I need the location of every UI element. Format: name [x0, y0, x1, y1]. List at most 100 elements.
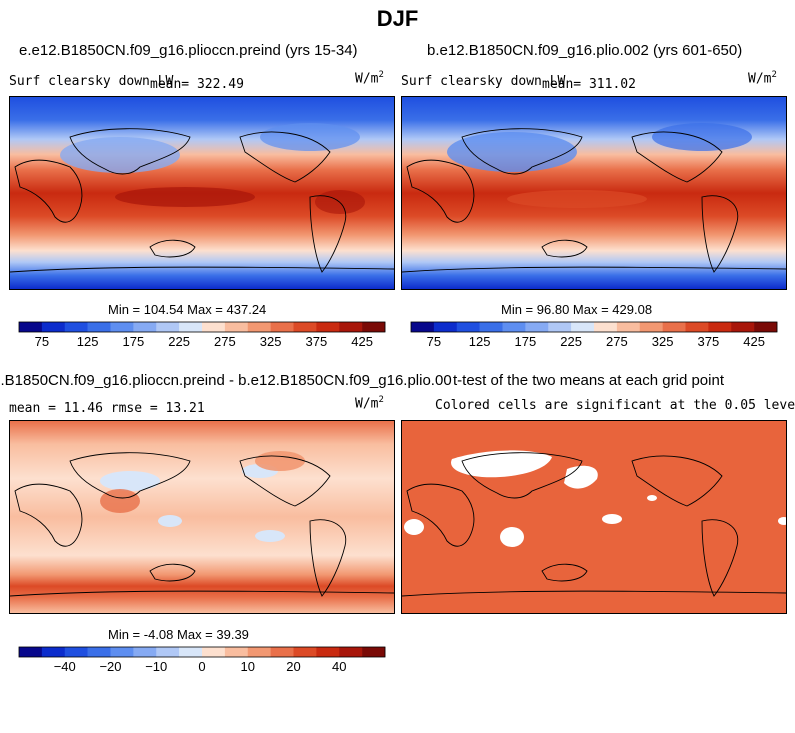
panel3-colorbar-svg: −40 −20 −10 0 10 20 40	[18, 646, 386, 674]
colorbar-tick-label: 425	[351, 334, 373, 349]
colorbar-swatch	[433, 322, 458, 332]
colorbar-swatch	[224, 322, 249, 332]
panel2-mean-label: mean= 311.02	[542, 77, 636, 92]
colorbar-swatch	[411, 322, 435, 332]
colorbar-swatch	[456, 322, 480, 332]
panel1-colorbar-svg: 75 125 175 225 275 325 375 425	[18, 321, 386, 349]
colorbar-tick-label: 75	[427, 334, 441, 349]
panel2-colorbar-svg: 75 125 175 225 275 325 375 425	[410, 321, 778, 349]
colorbar-swatch	[156, 647, 180, 657]
colorbar-swatch	[133, 647, 157, 657]
colorbar-swatch	[616, 322, 641, 332]
figure-title: DJF	[376, 6, 419, 31]
colorbar-swatch	[41, 647, 66, 657]
panel4-map	[401, 420, 787, 614]
colorbar-swatch	[293, 647, 317, 657]
colorbar-swatch	[156, 322, 180, 332]
colorbar-tick-label: 325	[260, 334, 282, 349]
colorbar-swatch	[247, 322, 271, 332]
colorbar-swatch	[19, 322, 43, 332]
colorbar-swatch	[662, 322, 686, 332]
panel1-map	[9, 96, 395, 290]
colorbar-swatch	[179, 647, 203, 657]
colorbar-swatch	[479, 322, 503, 332]
panel3-units-label: W/m2	[355, 395, 384, 412]
colorbar-tick-label: 275	[214, 334, 236, 349]
panel1-title: e.e12.B1850CN.f09_g16.plioccn.preind (yr…	[19, 42, 358, 59]
panel1-variable-label: Surf clearsky down LW	[9, 74, 174, 89]
colorbar-tick-label: 20	[286, 659, 300, 674]
panel3-map	[9, 420, 395, 614]
colorbar-tick-label: 325	[652, 334, 674, 349]
panel2-title: b.e12.B1850CN.f09_g16.plio.002 (yrs 601-…	[427, 42, 743, 59]
colorbar-swatch	[525, 322, 549, 332]
colorbar-tick-label: 0	[198, 659, 205, 674]
colorbar-tick-label: 375	[306, 334, 328, 349]
colorbar-swatch	[316, 647, 340, 657]
colorbar-swatch	[133, 322, 157, 332]
colorbar-border	[18, 646, 386, 658]
colorbar-swatch	[316, 322, 340, 332]
colorbar-swatch	[202, 647, 226, 657]
colorbar-tick-label: −40	[54, 659, 76, 674]
colorbar-swatch	[110, 322, 134, 332]
panel3-title-clip: e.e12.B1850CN.f09_g16.plioccn.preind - b…	[0, 370, 452, 390]
panel3-title: e.e12.B1850CN.f09_g16.plioccn.preind - b…	[0, 372, 452, 389]
colorbar-tick-label: −20	[99, 659, 121, 674]
panel2-minmax: Min = 96.80 Max = 429.08	[501, 302, 653, 317]
colorbar-swatch	[270, 647, 294, 657]
colorbar-swatch	[571, 322, 595, 332]
panel3-minmax: Min = -4.08 Max = 39.39	[108, 627, 249, 642]
colorbar-tick-label: 175	[123, 334, 145, 349]
panel1-minmax: Min = 104.54 Max = 437.24	[108, 302, 267, 317]
colorbar-swatch	[87, 647, 111, 657]
colorbar-swatch	[754, 322, 778, 332]
colorbar-swatch	[293, 322, 317, 332]
colorbar-tick-label: 125	[469, 334, 491, 349]
panel1-mean-label: mean= 322.49	[150, 77, 244, 92]
colorbar-swatch	[362, 322, 386, 332]
colorbar-tick-label: −10	[145, 659, 167, 674]
colorbar-swatch	[202, 322, 226, 332]
panel4-note: Colored cells are significant at the 0.0…	[435, 398, 795, 413]
colorbar-swatch	[41, 322, 66, 332]
colorbar-swatch	[339, 647, 363, 657]
colorbar-tick-label: 275	[606, 334, 628, 349]
colorbar-tick-label: 225	[560, 334, 582, 349]
colorbar-tick-label: 225	[168, 334, 190, 349]
colorbar-tick-label: 425	[743, 334, 765, 349]
colorbar-swatch	[502, 322, 526, 332]
colorbar-tick-label: 175	[515, 334, 537, 349]
colorbar-swatch	[87, 322, 111, 332]
colorbar-swatch	[548, 322, 572, 332]
colorbar-swatch	[731, 322, 755, 332]
colorbar-swatch	[339, 322, 363, 332]
colorbar-swatch	[224, 647, 249, 657]
colorbar-swatch	[64, 647, 88, 657]
panel1-colorbar: 75 125 175 225 275 325 375 425	[18, 321, 386, 356]
panel2-units-label: W/m2	[748, 70, 777, 87]
colorbar-swatch	[639, 322, 663, 332]
colorbar-swatch	[362, 647, 386, 657]
colorbar-swatch	[19, 647, 43, 657]
colorbar-tick-label: 75	[35, 334, 49, 349]
colorbar-swatch	[270, 322, 294, 332]
colorbar-tick-label: 375	[698, 334, 720, 349]
colorbar-swatch	[685, 322, 709, 332]
colorbar-swatch	[110, 647, 134, 657]
panel2-map	[401, 96, 787, 290]
colorbar-tick-label: 10	[241, 659, 255, 674]
colorbar-swatch	[247, 647, 271, 657]
panel3-stats: mean = 11.46 rmse = 13.21	[9, 401, 205, 416]
colorbar-swatch	[179, 322, 203, 332]
colorbar-swatch	[594, 322, 618, 332]
panel1-units-label: W/m2	[355, 70, 384, 87]
colorbar-swatch	[708, 322, 732, 332]
colorbar-border	[18, 321, 386, 333]
colorbar-border	[410, 321, 778, 333]
panel4-title: t-test of the two means at each grid poi…	[453, 372, 724, 389]
panel2-colorbar: 75 125 175 225 275 325 375 425	[410, 321, 778, 356]
colorbar-tick-label: 40	[332, 659, 346, 674]
colorbar-tick-label: 125	[77, 334, 99, 349]
panel2-variable-label: Surf clearsky down LW	[401, 74, 566, 89]
